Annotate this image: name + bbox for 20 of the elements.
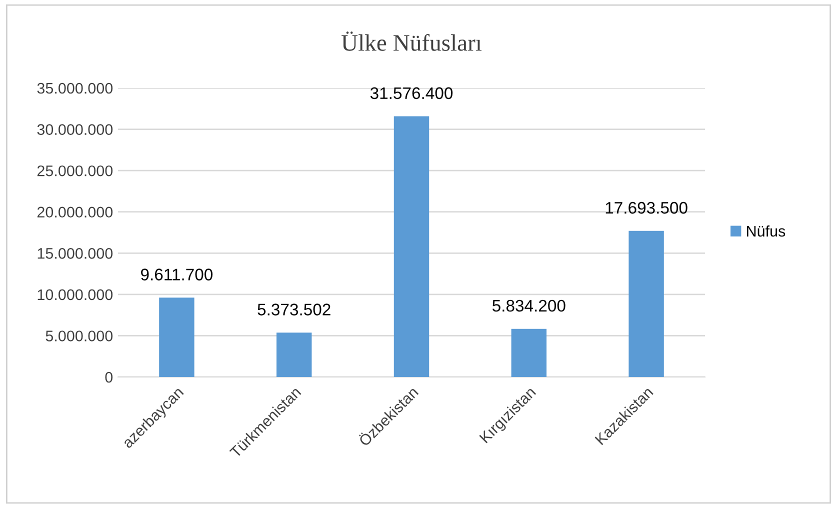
- bar: [628, 230, 664, 377]
- y-tick-label: 15.000.000: [38, 248, 113, 259]
- bar: [276, 332, 312, 377]
- y-tick-label: 5.000.000: [46, 330, 113, 342]
- y-tick-label: 10.000.000: [38, 289, 113, 300]
- data-label: 5.834.200: [492, 300, 566, 312]
- bar: [394, 116, 430, 377]
- y-tick-label: 0: [105, 372, 113, 383]
- y-tick-label: 35.000.000: [37, 82, 113, 94]
- data-label: 5.373.502: [258, 304, 330, 316]
- data-label: 31.576.400: [370, 87, 453, 100]
- bar: [159, 298, 194, 377]
- data-label: 9.611.700: [141, 268, 213, 280]
- y-tick-label: 25.000.000: [37, 165, 113, 176]
- bar: [511, 328, 547, 377]
- y-tick-label: 20.000.000: [37, 206, 113, 218]
- chart-title: Ülke Nüfusları: [342, 32, 482, 51]
- y-tick-label: 30.000.000: [37, 124, 113, 135]
- legend-label: Nüfus: [747, 225, 786, 237]
- data-label: 17.693.500: [606, 202, 688, 214]
